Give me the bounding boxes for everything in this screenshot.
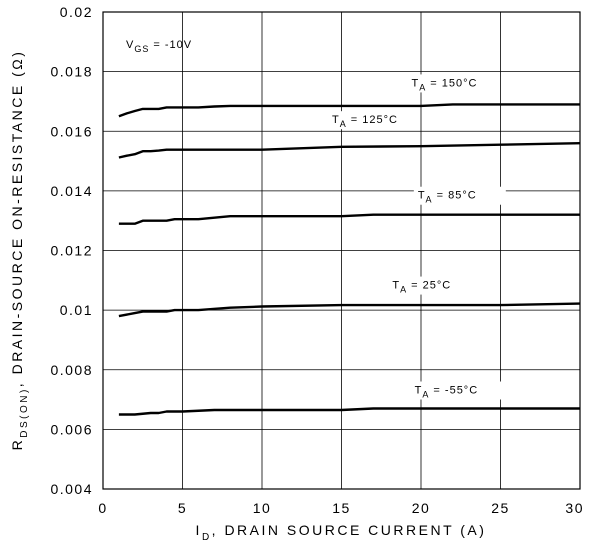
x-tick-label: 30 [565, 500, 584, 516]
series-line [118, 103, 580, 118]
y-tick-label: 0.016 [50, 123, 93, 139]
x-tick-label: 5 [178, 500, 187, 516]
y-tick-label: 0.012 [50, 243, 93, 259]
series-label-bg [410, 381, 503, 400]
y-tick-label: 0.008 [50, 362, 93, 378]
x-tick-label: 0 [98, 500, 107, 516]
series-label: TA = 150°C [411, 77, 477, 92]
y-tick-label: 0.004 [50, 481, 93, 497]
series-label-bg [413, 186, 506, 205]
y-tick-label: 0.006 [50, 421, 93, 437]
x-tick-label: 20 [412, 500, 431, 516]
plot-border [102, 11, 581, 490]
series-label: TA = 25°C [392, 280, 451, 295]
series-line [118, 407, 580, 416]
y-tick-label: 0.01 [60, 302, 93, 318]
series-label: TA = 125°C [332, 114, 398, 129]
series-label: TA = 85°C [418, 190, 477, 205]
series-line [118, 302, 581, 318]
y-tick-labels: 0.004 0.006 0.008 0.01 0.012 0.014 0.016 0.018 0… [50, 4, 93, 497]
series-line [118, 213, 580, 225]
x-tick-label: 15 [332, 500, 351, 516]
series-group: TA = 150°C TA = 125°C TA = 85°C TA = 25°C TA… [118, 74, 581, 416]
y-axis-label: RDS(ON), DRAIN-SOURCE ON-RESISTANCE (Ω) [9, 50, 30, 451]
y-tick-label: 0.014 [50, 183, 93, 199]
x-tick-label: 25 [491, 500, 510, 516]
condition-label: VGS = -10V [126, 39, 192, 54]
y-tick-label: 0.018 [50, 64, 93, 80]
x-tick-label: 10 [253, 500, 272, 516]
series-label-bg [407, 74, 500, 93]
series-line [118, 142, 581, 159]
series-label-bg [388, 276, 481, 295]
series-label-bg [327, 111, 420, 130]
x-tick-labels: 0 5 10 15 20 25 30 [98, 500, 584, 516]
x-axis-label: ID, DRAIN SOURCE CURRENT (A) [196, 522, 487, 543]
y-tick-label: 0.02 [60, 4, 93, 20]
series-label: TA = -55°C [415, 385, 479, 400]
